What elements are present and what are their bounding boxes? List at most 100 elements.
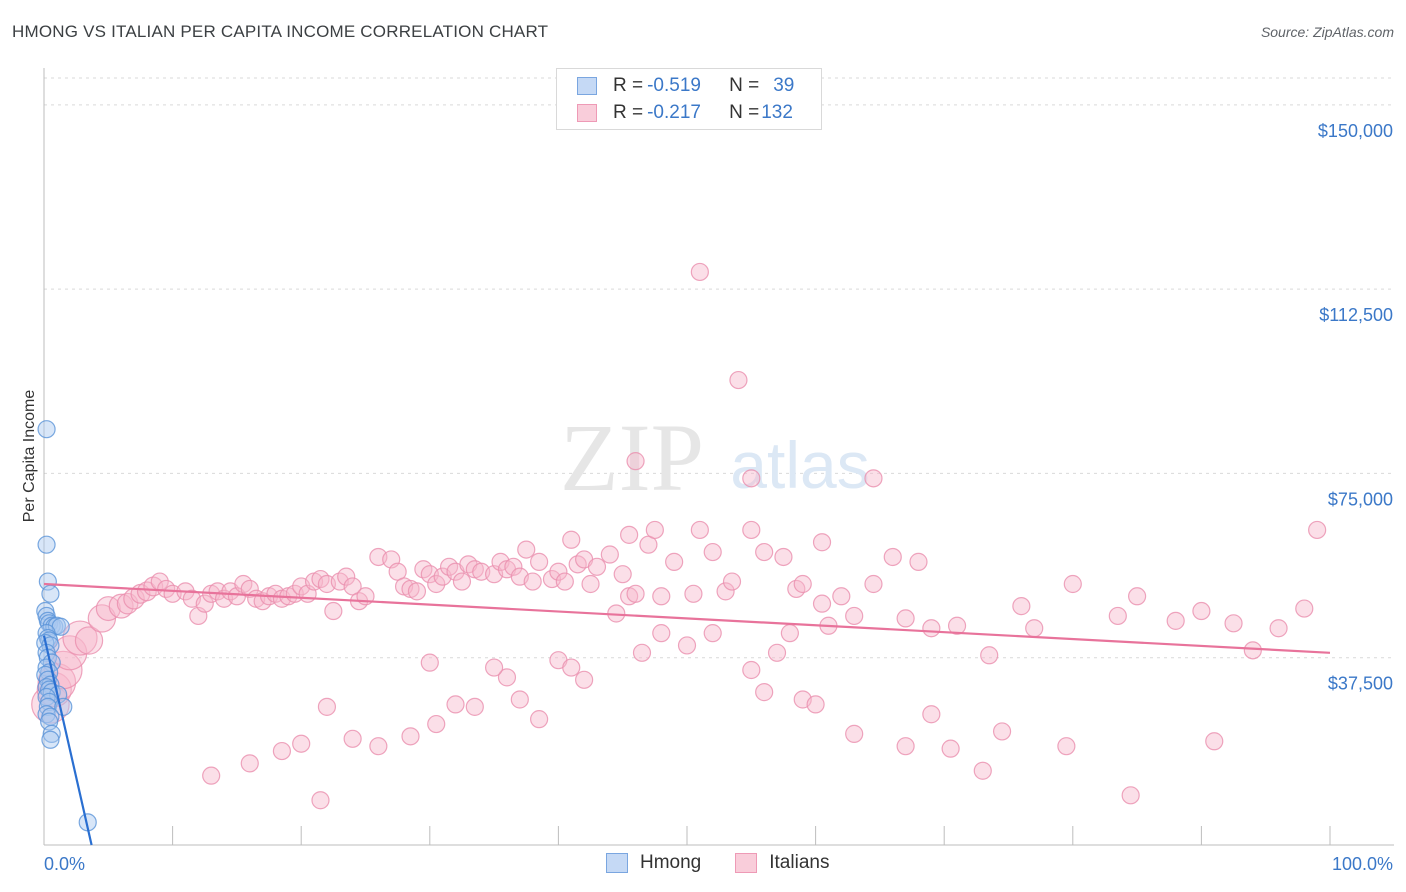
- italians-point: [690, 520, 709, 540]
- italians-point: [755, 683, 774, 702]
- hmong-point: [41, 730, 60, 749]
- italians-point: [645, 520, 664, 540]
- italians-point: [626, 452, 645, 471]
- legend-n-label: N =: [729, 75, 760, 96]
- italians-point: [549, 562, 568, 581]
- italians-point: [896, 609, 915, 628]
- italians-point: [677, 636, 697, 655]
- italians-point: [793, 574, 812, 594]
- italians-point: [922, 705, 941, 724]
- italians-point: [530, 552, 549, 571]
- italians-point: [62, 620, 98, 656]
- italians-point: [575, 670, 594, 689]
- italians-point: [324, 601, 343, 621]
- italians-point: [1121, 786, 1140, 805]
- italians-point: [774, 547, 793, 567]
- italians-point: [780, 624, 799, 643]
- italians-point: [947, 616, 967, 635]
- italians-point: [208, 582, 227, 601]
- italians-point: [52, 635, 88, 671]
- italians-point: [465, 697, 484, 716]
- italians-point: [626, 584, 645, 603]
- legend-row-italians: R = -0.217 N = 132: [577, 102, 793, 124]
- series-legend: Hmong Italians: [606, 852, 863, 874]
- legend-row-hmong: R = -0.519 N = 39: [577, 75, 794, 97]
- italians-point: [909, 552, 928, 571]
- italians-point: [767, 643, 787, 662]
- italians-point: [806, 695, 825, 714]
- italians-point: [600, 545, 619, 564]
- italians-point: [864, 574, 883, 594]
- hmong-point: [41, 584, 60, 603]
- italians-swatch: [735, 853, 758, 873]
- italians-point: [530, 710, 549, 729]
- italians-point: [665, 552, 684, 571]
- italians-point: [108, 593, 134, 619]
- italians-point: [1025, 619, 1044, 638]
- italians-point: [922, 619, 941, 638]
- y-axis-label: Per Capita Income: [21, 390, 38, 523]
- tick-labels: $37,500 $75,000 $112,500 $150,000 0.0% 100.0%: [44, 121, 1393, 874]
- italians-point: [1243, 641, 1262, 660]
- italians-point: [292, 734, 311, 753]
- trend-lines: [42, 582, 1331, 846]
- italians-point: [510, 690, 529, 709]
- italians-point: [1063, 574, 1082, 594]
- italians-point: [1308, 520, 1327, 540]
- italians-point: [427, 714, 446, 734]
- italians-point: [202, 766, 221, 785]
- gridlines: [44, 77, 1394, 659]
- y-tick-label: $112,500: [1319, 305, 1393, 325]
- italians-point: [729, 370, 748, 390]
- italians-point: [690, 262, 709, 282]
- italians-point: [407, 582, 427, 601]
- italians-point: [1192, 601, 1211, 621]
- italians-point: [240, 579, 259, 599]
- italians-point: [620, 525, 639, 544]
- legend-item-italians[interactable]: Italians: [735, 852, 829, 874]
- italians-point: [973, 761, 992, 780]
- italians-point: [1295, 599, 1314, 618]
- hmong-point: [37, 535, 56, 554]
- italians-point: [272, 741, 292, 761]
- legend-r-value: -0.217: [647, 102, 701, 123]
- watermark: ZIP atlas: [560, 404, 870, 511]
- italians-point: [652, 624, 671, 643]
- legend-r-label: R =: [613, 102, 644, 123]
- italians-point: [562, 658, 581, 677]
- italians-point: [1057, 737, 1076, 756]
- y-tick-label: $150,000: [1318, 121, 1393, 141]
- axes: [43, 68, 1394, 846]
- italians-point: [240, 754, 259, 773]
- legend-r-value: -0.519: [647, 75, 701, 96]
- hmong-swatch: [577, 77, 597, 95]
- italians-point: [992, 722, 1012, 741]
- legend-item-hmong[interactable]: Hmong: [606, 852, 701, 874]
- legend-n-label: N =: [729, 102, 760, 123]
- legend-label-italians: Italians: [769, 852, 830, 873]
- italians-series: [31, 262, 1327, 810]
- italians-point: [742, 520, 761, 540]
- italians-point: [1108, 606, 1127, 626]
- hmong-swatch: [606, 853, 628, 873]
- italians-point: [613, 565, 632, 584]
- italians-point: [311, 791, 330, 810]
- italians-point: [1205, 732, 1224, 751]
- italians-point: [587, 557, 607, 576]
- italians-trend-line: [43, 582, 1331, 654]
- hmong-trend-line: [42, 635, 93, 846]
- x-tick-label: 0.0%: [44, 854, 85, 874]
- y-tick-label: $37,500: [1328, 674, 1393, 694]
- italians-point: [446, 695, 465, 714]
- italians-point: [632, 643, 652, 662]
- hmong-point: [37, 420, 56, 439]
- italians-swatch: [577, 104, 597, 122]
- italians-point: [883, 547, 902, 567]
- italians-point: [401, 727, 420, 746]
- watermark-zip: ZIP: [560, 404, 704, 511]
- y-tick-label: $75,000: [1328, 489, 1393, 509]
- italians-point: [812, 533, 832, 552]
- italians-point: [452, 572, 472, 591]
- italians-point: [716, 582, 735, 601]
